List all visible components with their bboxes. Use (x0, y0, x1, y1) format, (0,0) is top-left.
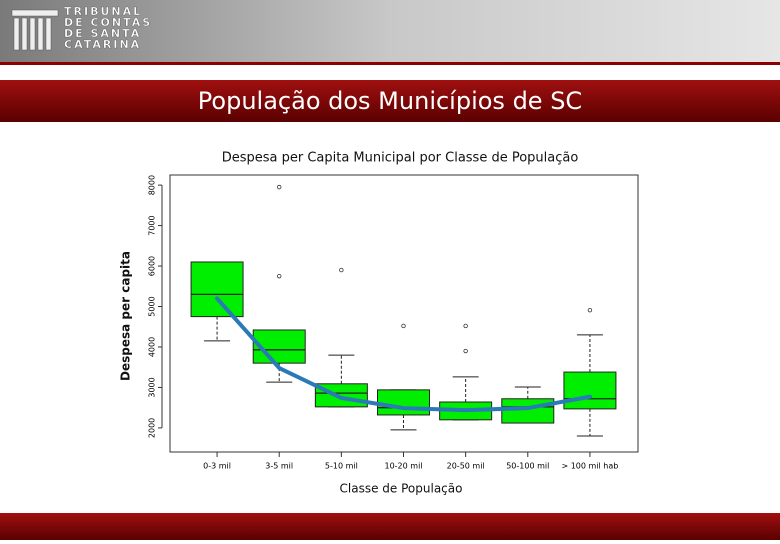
x-tick-label: 5-10 mil (325, 462, 358, 471)
box (501, 398, 555, 424)
outlier (339, 267, 344, 273)
y-tick-label: 6000 (148, 256, 157, 276)
logo-text: CATARINA (64, 38, 141, 51)
y-tick-label: 8000 (148, 175, 157, 195)
title-band (0, 80, 780, 122)
footer-band (0, 513, 780, 540)
y-tick-label: 7000 (148, 215, 157, 235)
y-tick-label: 5000 (148, 296, 157, 316)
outlier (587, 307, 593, 313)
x-tick-label: 3-5 mil (265, 462, 293, 471)
outlier (277, 184, 282, 190)
y-axis-label: Despesa per capita (119, 251, 133, 381)
box (377, 389, 430, 416)
x-tick-label: 0-3 mil (203, 462, 231, 471)
y-tick-label: 2000 (148, 418, 157, 438)
y-tick-label: 4000 (148, 337, 157, 357)
y-tick-label: 3000 (148, 377, 157, 397)
chart-title: Despesa per Capita Municipal por Classe … (222, 151, 579, 166)
outlier (463, 323, 468, 329)
logo-text: DE SANTA (64, 27, 141, 40)
header-band (0, 0, 780, 62)
outlier (463, 348, 468, 354)
box (190, 261, 244, 318)
x-tick-label: 10-20 mil (384, 462, 422, 471)
slide-title: População dos Municípios de SC (198, 87, 582, 115)
logo-text: DE CONTAS (64, 16, 152, 29)
trend-line (215, 296, 592, 413)
x-axis-label: Classe de População (340, 482, 463, 496)
x-tick-label: 50-100 mil (506, 462, 549, 471)
outlier (401, 323, 406, 329)
x-tick-label: 20-50 mil (447, 462, 485, 471)
outlier (277, 273, 282, 279)
box (563, 371, 617, 410)
logo-text: TRIBUNAL (64, 5, 142, 18)
logo-icon (11, 9, 59, 51)
x-tick-label: > 100 mil hab (561, 462, 618, 471)
header-rule (0, 62, 780, 65)
